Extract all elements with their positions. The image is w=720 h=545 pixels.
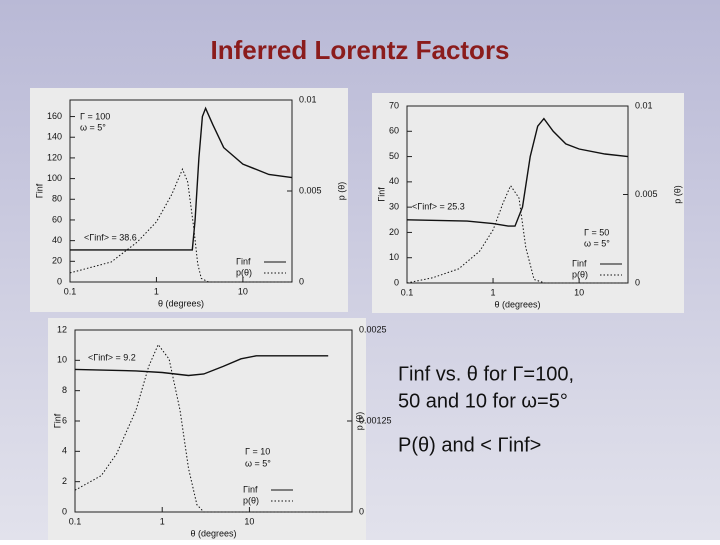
annotation: Γ = 10 <box>245 446 270 456</box>
legend-label: Γinf <box>236 256 251 266</box>
y-axis-label: Γinf <box>376 187 386 202</box>
chart-panel <box>372 93 684 313</box>
legend-label: p(θ) <box>236 267 252 277</box>
annotation: Γ = 100 <box>80 111 110 121</box>
y-axis-label: Γinf <box>34 183 44 198</box>
y-tick-label: 120 <box>47 152 62 162</box>
legend-label: p(θ) <box>243 495 259 505</box>
x-tick-label: 0.1 <box>401 287 414 297</box>
series-line <box>74 343 329 513</box>
y-axis-label: Γinf <box>52 413 62 428</box>
bullet: 50 and 10 for ω=5° <box>398 390 568 412</box>
series-line <box>406 184 628 284</box>
legend-label: Γinf <box>572 258 587 268</box>
annotation: <Γinf> = 25.3 <box>412 201 465 211</box>
chart-panel <box>30 88 348 312</box>
y-tick-label: 2 <box>62 476 67 486</box>
y-tick-label: 10 <box>57 355 67 365</box>
x-tick-label: 0.1 <box>64 286 77 296</box>
y-tick-label: 80 <box>52 194 62 204</box>
x-tick-label: 1 <box>154 286 159 296</box>
y2-axis-label: p (θ) <box>672 185 682 204</box>
y2-tick-label: 0 <box>635 277 640 287</box>
y2-axis-label: p (θ) <box>336 182 346 201</box>
y-tick-label: 12 <box>57 324 67 334</box>
y2-tick-label: 0 <box>359 506 364 516</box>
y-tick-label: 6 <box>62 415 67 425</box>
bullet: Γinf vs. θ for Γ=100, <box>398 363 574 385</box>
y-tick-label: 8 <box>62 385 67 395</box>
x-tick-label: 10 <box>244 516 254 526</box>
x-tick-label: 10 <box>574 287 584 297</box>
chart-panel <box>48 318 366 540</box>
y-tick-label: 20 <box>52 256 62 266</box>
annotation: ω = 5° <box>80 122 106 132</box>
y2-tick-label: 0.01 <box>635 100 653 110</box>
annotation: ω = 5° <box>584 238 610 248</box>
y2-tick-label: 0.005 <box>299 185 322 195</box>
y-tick-label: 0 <box>394 277 399 287</box>
y-tick-label: 60 <box>389 126 399 136</box>
series-line <box>74 355 329 377</box>
y-tick-label: 0 <box>57 276 62 286</box>
y-tick-label: 40 <box>52 235 62 245</box>
annotation: <Γinf> = 9.2 <box>88 352 136 362</box>
y-tick-label: 160 <box>47 111 62 121</box>
y2-tick-label: 0.00125 <box>359 415 392 425</box>
x-tick-label: 10 <box>238 286 248 296</box>
bullet: P(θ) and < Γinf> <box>398 434 541 456</box>
y-tick-label: 40 <box>389 176 399 186</box>
slide-title: Inferred Lorentz Factors <box>210 35 509 65</box>
y-tick-label: 60 <box>52 214 62 224</box>
y-tick-label: 20 <box>389 227 399 237</box>
annotation: ω = 5° <box>245 458 271 468</box>
x-axis-label: θ (degrees) <box>494 299 540 309</box>
x-tick-label: 0.1 <box>69 516 82 526</box>
y2-axis-label: p (θ) <box>354 412 364 431</box>
y-tick-label: 30 <box>389 202 399 212</box>
series-line <box>70 106 293 251</box>
legend-label: Γinf <box>243 484 258 494</box>
legend-label: p(θ) <box>572 269 588 279</box>
y2-tick-label: 0.0025 <box>359 324 387 334</box>
y2-tick-label: 0.005 <box>635 189 658 199</box>
y2-tick-label: 0.01 <box>299 94 317 104</box>
y-tick-label: 50 <box>389 151 399 161</box>
x-tick-label: 1 <box>160 516 165 526</box>
y2-tick-label: 0 <box>299 276 304 286</box>
y-tick-label: 70 <box>389 100 399 110</box>
y-tick-label: 140 <box>47 132 62 142</box>
y-tick-label: 0 <box>62 506 67 516</box>
x-axis-label: θ (degrees) <box>158 298 204 308</box>
series-line <box>69 167 292 283</box>
annotation: Γ = 50 <box>584 227 609 237</box>
annotation: <Γinf> = 38.6 <box>84 232 137 242</box>
y-tick-label: 100 <box>47 173 62 183</box>
y-tick-label: 10 <box>389 252 399 262</box>
x-axis-label: θ (degrees) <box>190 528 236 538</box>
x-tick-label: 1 <box>491 287 496 297</box>
y-tick-label: 4 <box>62 446 67 456</box>
